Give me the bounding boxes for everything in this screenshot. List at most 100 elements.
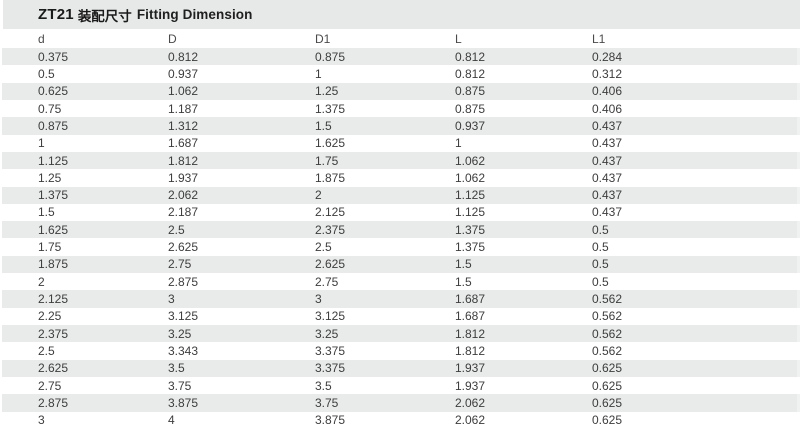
table-cell: 1.5: [455, 274, 472, 289]
table-cell: 2.625: [168, 240, 199, 255]
table-cell: 0.625: [592, 378, 623, 393]
table-cell: 0.375: [38, 49, 69, 64]
page-title-model: ZT21: [38, 6, 74, 23]
table-cell: 3.25: [315, 326, 339, 341]
table-cell: 1: [38, 136, 45, 151]
table-cell: 1: [315, 66, 322, 81]
table-cell: 0.437: [592, 118, 623, 133]
header-row: d D D1 L L1: [0, 29, 800, 48]
column-header: L: [455, 31, 462, 46]
page-title-chinese: 装配尺寸: [77, 8, 132, 24]
table-cell: 2.187: [168, 205, 199, 220]
table-cell: 0.937: [168, 66, 199, 81]
table-cell: 0.875: [455, 84, 486, 99]
column-header: d: [38, 31, 45, 46]
table-cell: 0.5: [592, 257, 609, 272]
table-cell: 0.5: [592, 274, 609, 289]
table-cell: 0.406: [592, 101, 623, 116]
table-cell: 1.375: [455, 222, 486, 237]
table-cell: 3.125: [168, 309, 199, 324]
table-row: 2.25 3.125 3.125 1.687 0.562: [0, 308, 800, 325]
table-cell: 0.284: [592, 49, 623, 64]
table-cell: 3.75: [315, 395, 339, 410]
table-cell: 2.375: [38, 326, 69, 341]
table-cell: 3.375: [315, 361, 346, 376]
table-row: 1.375 2.062 2 1.125 0.437: [0, 186, 800, 204]
table-cell: 1.687: [168, 136, 199, 151]
table-cell: 1.812: [168, 153, 199, 168]
table-cell: 3.875: [315, 413, 346, 428]
table-cell: 0.625: [592, 361, 623, 376]
table-row: 0.75 1.187 1.375 0.875 0.406: [0, 100, 800, 117]
table-cell: 2.75: [168, 257, 192, 272]
table-cell: 1.125: [38, 153, 69, 168]
table-row: 1.5 2.187 2.125 1.125 0.437: [0, 204, 800, 221]
table-cell: 0.437: [592, 153, 623, 168]
table-cell: 1.062: [455, 170, 486, 185]
table-cell: 1.687: [455, 292, 486, 307]
table-cell: 3: [38, 413, 45, 428]
table-row: 1.875 2.75 2.625 1.5 0.5: [0, 255, 800, 274]
table-cell: 2.125: [38, 292, 69, 307]
table-cell: 1.812: [455, 326, 486, 341]
table-cell: 2.75: [38, 378, 62, 393]
table-cell: 0.5: [38, 66, 55, 81]
table-cell: 1.5: [315, 118, 332, 133]
table-cell: 2.375: [315, 222, 346, 237]
table-cell: 2.5: [38, 343, 55, 358]
table-cell: 0.562: [592, 326, 623, 341]
table-cell: 3.125: [315, 309, 346, 324]
table-row: 0.875 1.312 1.5 0.937 0.437: [0, 117, 800, 135]
table-cell: 3: [168, 292, 175, 307]
table-cell: 3.343: [168, 343, 199, 358]
table-cell: 0.625: [38, 84, 69, 99]
table-cell: 2.625: [315, 257, 346, 272]
table-cell: 0.562: [592, 343, 623, 358]
table-cell: 0.812: [168, 49, 199, 64]
table-cell: 3.5: [168, 361, 185, 376]
table-cell: 0.437: [592, 188, 623, 203]
table-cell: 1.75: [38, 240, 62, 255]
table-cell: 2.875: [38, 395, 69, 410]
table-row: 1.625 2.5 2.375 1.375 0.5: [0, 221, 800, 239]
table-cell: 2: [315, 188, 322, 203]
page-title-english: Fitting Dimension: [136, 7, 253, 22]
table-cell: 3.75: [168, 378, 192, 393]
table-cell: 2.625: [38, 361, 69, 376]
table-cell: 2.062: [455, 395, 486, 410]
table-cell: 2.875: [168, 274, 199, 289]
table-cell: 1: [455, 136, 462, 151]
table-row: 1.75 2.625 2.5 1.375 0.5: [0, 238, 800, 255]
table-cell: 1.062: [455, 153, 486, 168]
table-cell: 2.5: [315, 240, 332, 255]
table-cell: 2.5: [168, 222, 185, 237]
table-cell: 1.625: [38, 222, 69, 237]
table-cell: 1.375: [455, 240, 486, 255]
table-cell: 0.937: [455, 118, 486, 133]
table-cell: 0.812: [455, 49, 486, 64]
table-cell: 0.312: [592, 66, 623, 81]
table-cell: 0.437: [592, 170, 623, 185]
table-row: 2 2.875 2.75 1.5 0.5: [0, 273, 800, 290]
table-cell: 1.375: [38, 188, 69, 203]
table-cell: 1.625: [315, 136, 346, 151]
table-cell: 1.937: [455, 378, 486, 393]
table-cell: 1.875: [315, 170, 346, 185]
table-cell: 0.625: [592, 395, 623, 410]
table-cell: 3.5: [315, 378, 332, 393]
table-cell: 1.125: [455, 188, 486, 203]
column-header: L1: [592, 31, 606, 46]
table-cell: 1.25: [38, 170, 62, 185]
table-cell: 0.875: [455, 101, 486, 116]
table-cell: 1.937: [168, 170, 199, 185]
table-row: 2.5 3.343 3.375 1.812 0.562: [0, 342, 800, 359]
table-cell: 0.562: [592, 309, 623, 324]
table-cell: 1.062: [168, 84, 199, 99]
table-cell: 1.75: [315, 153, 339, 168]
table-cell: 0.75: [38, 101, 62, 116]
column-header: D: [168, 31, 177, 46]
table-row: 1.25 1.937 1.875 1.062 0.437: [0, 169, 800, 186]
table-cell: 2.75: [315, 274, 339, 289]
table-cell: 0.5: [592, 222, 609, 237]
